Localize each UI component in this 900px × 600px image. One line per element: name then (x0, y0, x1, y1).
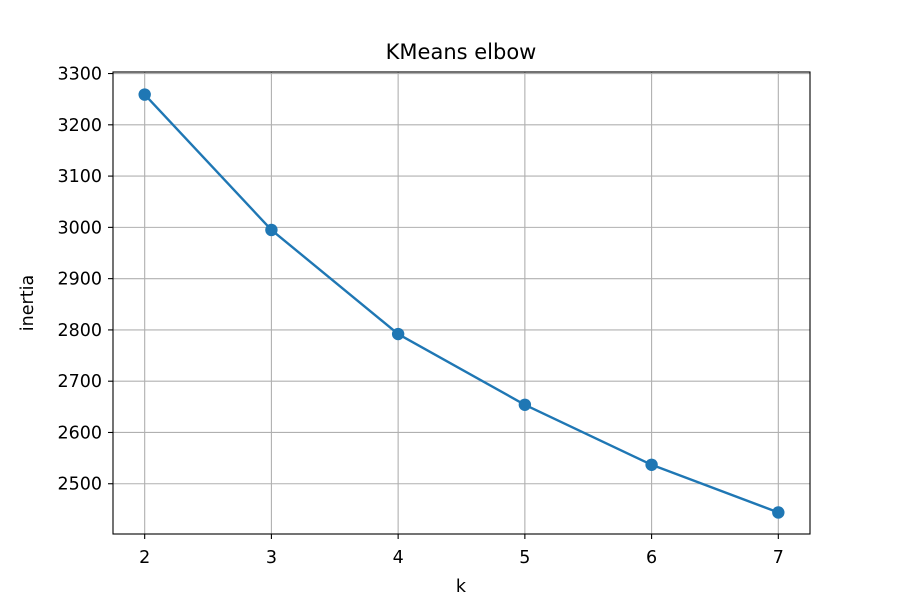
data-point (645, 458, 658, 471)
data-point (265, 223, 278, 237)
y-tick-label: 2800 (57, 321, 102, 341)
plot-area-background (113, 72, 810, 534)
grid-lines (113, 72, 810, 534)
series-line (142, 92, 780, 515)
data-point (772, 506, 785, 519)
axis-ticks: 2 3 4 5 6 7 2500 2600 2700 2800 2900 3000 3100 3200 33… (57, 65, 783, 568)
y-tick-label: 3000 (57, 218, 102, 238)
x-axis-label: k (456, 577, 467, 597)
y-tick-label: 2500 (57, 475, 102, 495)
x-tick-label: 2 (139, 548, 150, 568)
series-layer (138, 88, 785, 519)
y-tick-label: 3100 (57, 167, 102, 187)
x-tick-label: 3 (266, 548, 277, 568)
x-tick-label: 4 (393, 548, 404, 568)
data-point (391, 327, 405, 341)
x-tick-label: 5 (519, 548, 530, 568)
x-tick-label: 7 (773, 548, 784, 568)
plot-frame (112, 71, 811, 535)
y-tick-label: 2900 (57, 270, 102, 290)
y-tick-label: 2600 (57, 423, 102, 443)
data-point (518, 398, 532, 411)
chart-title: KMeans elbow (386, 40, 537, 64)
y-tick-label: 3200 (57, 116, 102, 136)
y-tick-label: 3300 (57, 65, 102, 85)
y-axis-label: inertia (18, 275, 38, 331)
x-tick-label: 6 (646, 548, 657, 568)
y-tick-label: 2700 (57, 372, 102, 392)
data-point (138, 88, 151, 101)
